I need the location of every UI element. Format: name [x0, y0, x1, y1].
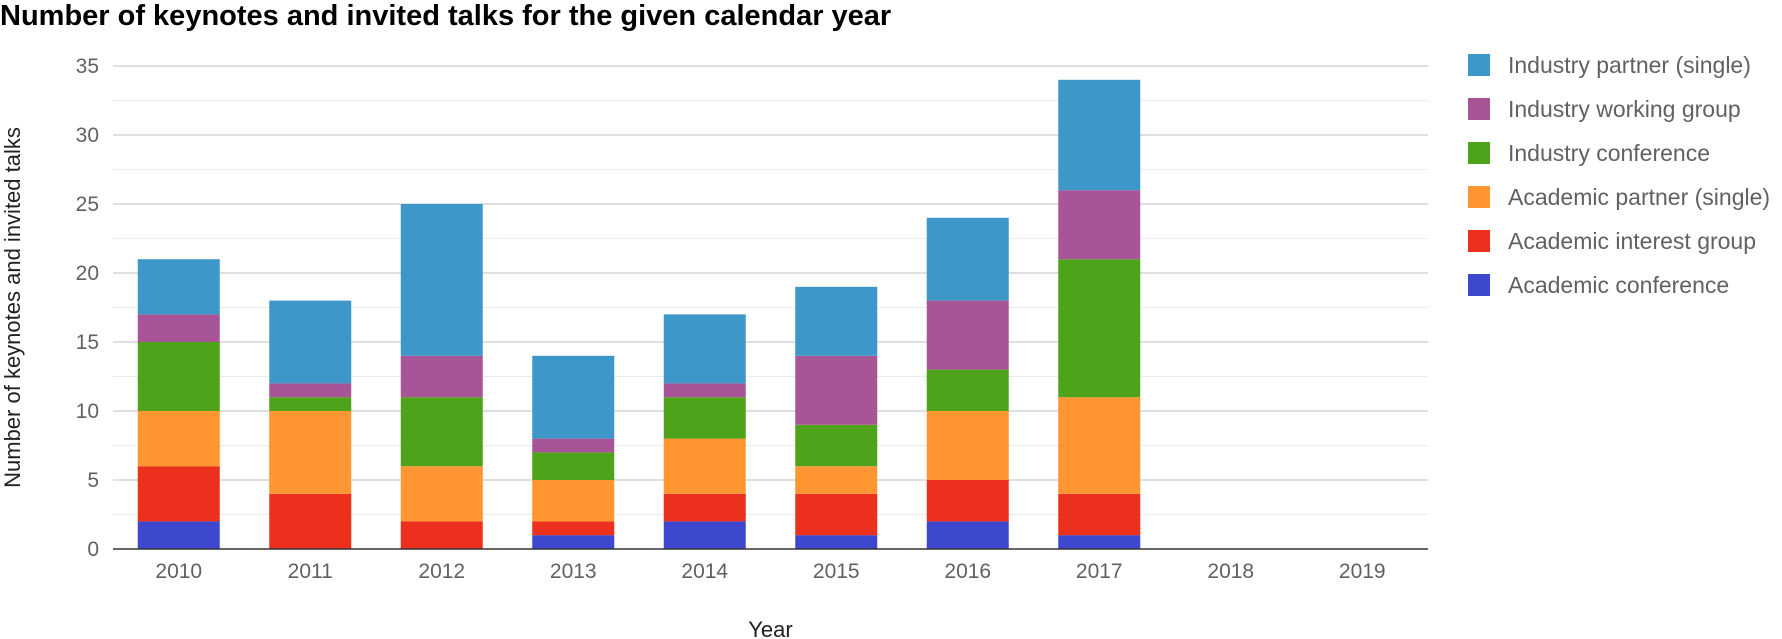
bar-segment	[663, 397, 746, 439]
bar-segment	[400, 521, 483, 549]
y-tick-label: 15	[76, 331, 99, 354]
bar-segment	[795, 355, 878, 425]
y-tick-label: 0	[87, 538, 99, 561]
bar-segment	[926, 217, 1009, 301]
x-tick-label: 2011	[288, 560, 333, 583]
x-tick-label: 2014	[681, 560, 728, 583]
bar-segment	[269, 300, 352, 384]
bar-segment	[663, 383, 746, 398]
legend-item: Industry conference	[1468, 140, 1710, 166]
bar-segment	[1058, 190, 1141, 260]
bar-segment	[400, 397, 483, 467]
bar-segment	[795, 286, 878, 356]
y-axis-title: Number of keynotes and invited talks	[0, 127, 25, 488]
legend-swatch	[1468, 230, 1490, 252]
legend-item: Industry working group	[1468, 96, 1741, 122]
x-tick-label: 2017	[1076, 560, 1123, 583]
y-tick-label: 30	[76, 124, 99, 147]
bar-segment	[795, 466, 878, 494]
legend-swatch	[1468, 186, 1490, 208]
bar-segment	[400, 355, 483, 398]
bar-segment	[137, 466, 220, 522]
legend-label: Academic conference	[1508, 272, 1729, 298]
bar-segment	[137, 411, 220, 467]
x-tick-label: 2015	[813, 560, 860, 583]
bar-segment	[1058, 493, 1141, 536]
bar-segment	[1058, 397, 1141, 494]
bar-segment	[795, 493, 878, 536]
y-tick-label: 5	[87, 469, 99, 492]
bar-segment	[926, 480, 1009, 522]
x-tick-label: 2010	[155, 560, 202, 583]
bar-segment	[663, 314, 746, 384]
bar-segment	[137, 314, 220, 342]
bar-segment	[532, 521, 615, 536]
bar-segment	[400, 204, 483, 356]
legend-label: Industry working group	[1508, 96, 1741, 122]
bar-segment	[137, 342, 220, 411]
bar-segment	[269, 411, 352, 494]
bar-segment	[532, 535, 615, 549]
bar-segment	[926, 300, 1009, 370]
bar-segment	[269, 493, 352, 549]
bar-segment	[532, 480, 615, 522]
bar-segment	[532, 452, 615, 480]
legend-label: Academic partner (single)	[1508, 184, 1770, 210]
bar-segment	[926, 411, 1009, 480]
bar-segment	[137, 259, 220, 315]
chart-title: Number of keynotes and invited talks for…	[0, 0, 892, 32]
legend-label: Industry partner (single)	[1508, 52, 1751, 78]
bar-segment	[795, 535, 878, 549]
bar-segment	[1058, 259, 1141, 398]
bar-segment	[663, 521, 746, 549]
legend-item: Academic conference	[1468, 272, 1729, 298]
legend-item: Industry partner (single)	[1468, 52, 1751, 78]
y-tick-label: 10	[76, 400, 99, 423]
bar-segment	[926, 521, 1009, 549]
bar-segment	[795, 424, 878, 467]
y-tick-label: 25	[76, 193, 99, 216]
bar-segment	[269, 397, 352, 411]
bar-segment	[137, 521, 220, 549]
y-tick-label: 35	[76, 55, 99, 78]
legend-label: Academic interest group	[1508, 228, 1756, 254]
x-tick-label: 2013	[550, 560, 597, 583]
bar-segment	[269, 383, 352, 398]
legend-swatch	[1468, 54, 1490, 76]
bar-segment	[926, 369, 1009, 411]
x-tick-label: 2016	[944, 560, 991, 583]
bar-segment	[663, 493, 746, 522]
legend-swatch	[1468, 142, 1490, 164]
bar-segment	[663, 438, 746, 494]
legend-item: Academic interest group	[1468, 228, 1756, 254]
x-tick-label: 2018	[1207, 560, 1254, 583]
y-tick-label: 20	[76, 262, 99, 285]
bar-segment	[1058, 79, 1141, 191]
x-tick-label: 2019	[1339, 560, 1386, 583]
bar-segment	[532, 355, 615, 439]
x-tick-label: 2012	[418, 560, 465, 583]
bar-segment	[532, 438, 615, 453]
legend-item: Academic partner (single)	[1468, 184, 1770, 210]
x-axis-title: Year	[748, 617, 792, 639]
axes: 0 5 10 15 20 25 30 35 2010 2011 2012 2013 2014 2015 20…	[0, 55, 1428, 639]
legend-label: Industry conference	[1508, 140, 1710, 166]
legend: Industry partner (single) Industry workin…	[1468, 52, 1770, 298]
legend-swatch	[1468, 98, 1490, 120]
bar-segment	[400, 466, 483, 522]
bar-segment	[1058, 535, 1141, 549]
legend-swatch	[1468, 274, 1490, 296]
bars	[137, 79, 1141, 549]
